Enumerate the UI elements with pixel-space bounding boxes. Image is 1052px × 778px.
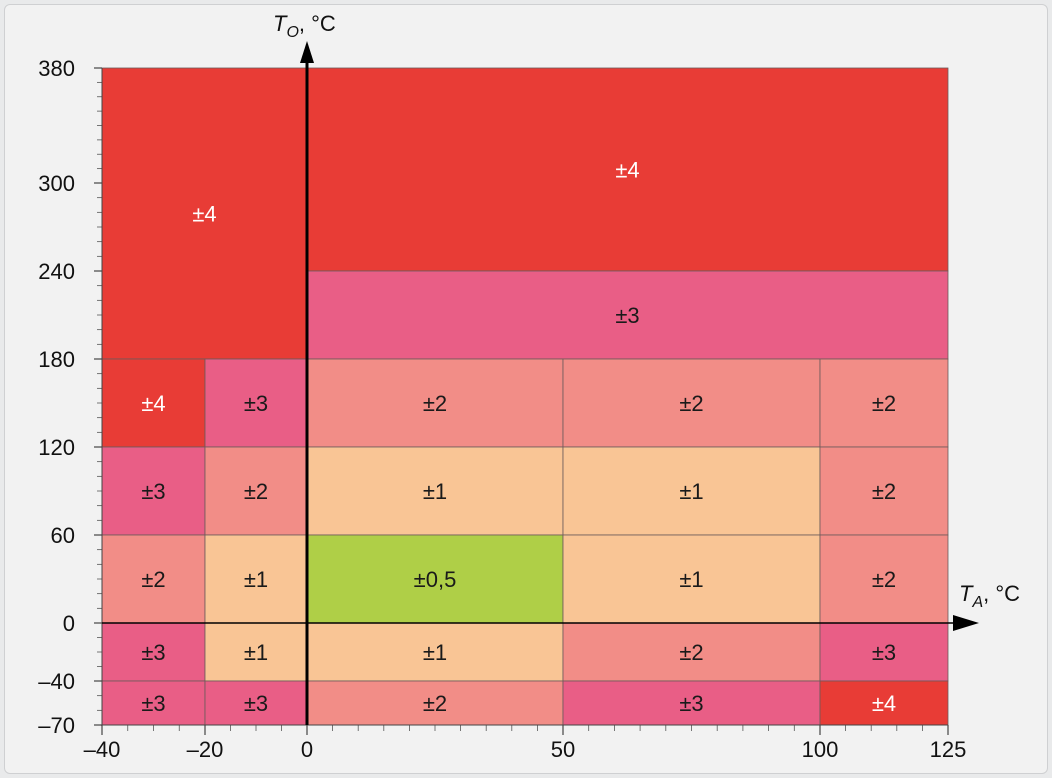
zone-label-12: ±2: [872, 479, 896, 504]
x-axis-title: TA, °C: [959, 581, 1020, 611]
cells-layer: [101, 67, 949, 726]
x-tick-label-0: –40: [84, 737, 121, 762]
y-tick-label-3: 60: [51, 523, 75, 548]
zone-cell-12: [819, 446, 949, 536]
y-tick-label-2: 0: [63, 611, 75, 636]
zone-label-3: ±4: [141, 391, 165, 416]
zone-cell-7: [819, 358, 949, 448]
zone-label-17: ±2: [872, 567, 896, 592]
cell-labels-layer: ±4 ±4 ±3 ±4 ±3 ±2 ±2 ±2 ±3 ±2 ±1 ±1 ±2 ±2 ±1 ±0,5 ±1 ±2 ±3…: [141, 158, 896, 717]
zone-cell-19: [204, 622, 308, 682]
zone-cell-1: [306, 67, 949, 272]
zone-label-27: ±4: [872, 691, 896, 716]
zone-label-19: ±1: [244, 640, 268, 665]
chart-frame: ±4 ±4 ±3 ±4 ±3 ±2 ±2 ±2 ±3 ±2 ±1 ±1 ±2 ±2 ±1 ±0,5 ±1 ±2 ±3…: [4, 4, 1048, 774]
x-minor-ticks: [101, 725, 949, 731]
zone-label-10: ±1: [423, 479, 447, 504]
zone-cell-2: [306, 270, 949, 360]
x-axis-title-subscript: A: [971, 594, 983, 611]
zone-label-1: ±4: [615, 158, 639, 183]
y-axis-title-unit: , °C: [299, 11, 336, 36]
x-tick-labels: –40 –20 0 50 100 125: [84, 725, 967, 762]
x-axis-arrow-icon: [953, 615, 979, 631]
zone-cell-27: [819, 680, 949, 726]
x-tick-label-2: 0: [301, 737, 313, 762]
x-axis-title-unit: , °C: [983, 581, 1020, 606]
zone-label-16: ±1: [679, 567, 703, 592]
zone-label-11: ±1: [679, 479, 703, 504]
zone-cell-17: [819, 534, 949, 624]
y-tick-label-0: –70: [38, 713, 75, 738]
y-axis-title-subscript: O: [286, 24, 298, 41]
zone-cell-22: [819, 622, 949, 682]
zone-cell-14: [204, 534, 308, 624]
zone-cell-5: [306, 358, 564, 448]
y-axis-arrow-icon: [300, 41, 314, 63]
zone-label-21: ±2: [679, 640, 703, 665]
zone-label-15: ±0,5: [414, 567, 457, 592]
y-tick-label-4: 120: [38, 435, 75, 460]
zone-label-20: ±1: [423, 640, 447, 665]
y-axis-title-symbol: T: [273, 11, 288, 36]
zone-label-14: ±1: [244, 567, 268, 592]
y-tick-label-5: 180: [38, 347, 75, 372]
y-tick-label-6: 240: [38, 259, 75, 284]
zone-cell-9: [204, 446, 308, 536]
zone-cell-18: [101, 622, 206, 682]
y-tick-label-1: –40: [38, 669, 75, 694]
zone-cell-20: [306, 622, 564, 682]
zone-cell-6: [562, 358, 821, 448]
zone-label-24: ±3: [244, 691, 268, 716]
x-tick-label-3: 50: [551, 737, 575, 762]
zone-label-8: ±3: [141, 479, 165, 504]
zone-label-4: ±3: [244, 391, 268, 416]
zone-label-23: ±3: [141, 691, 165, 716]
zone-cell-26: [562, 680, 821, 726]
zone-label-13: ±2: [141, 567, 165, 592]
zone-label-2: ±3: [615, 303, 639, 328]
y-tick-labels: –70 –40 0 60 120 180 240 300 380: [38, 56, 102, 738]
zone-label-22: ±3: [872, 640, 896, 665]
zone-cell-16: [562, 534, 821, 624]
accuracy-zone-chart: ±4 ±4 ±3 ±4 ±3 ±2 ±2 ±2 ±3 ±2 ±1 ±1 ±2 ±2 ±1 ±0,5 ±1 ±2 ±3…: [38, 11, 1020, 762]
x-axis-title-symbol: T: [959, 581, 974, 606]
zone-label-25: ±2: [423, 691, 447, 716]
zone-cell-0: [101, 67, 308, 360]
zone-label-26: ±3: [679, 691, 703, 716]
y-tick-label-7: 300: [38, 171, 75, 196]
zone-label-7: ±2: [872, 391, 896, 416]
zone-cell-24: [204, 680, 308, 726]
x-tick-label-1: –20: [187, 737, 224, 762]
x-tick-label-5: 125: [930, 737, 967, 762]
zone-cell-11: [562, 446, 821, 536]
zone-label-5: ±2: [423, 391, 447, 416]
zone-label-6: ±2: [679, 391, 703, 416]
zone-label-18: ±3: [141, 640, 165, 665]
zone-cell-3: [101, 358, 206, 448]
y-minor-ticks: [97, 67, 102, 726]
zone-cell-13: [101, 534, 206, 624]
y-tick-label-8: 380: [38, 56, 75, 81]
zone-label-0: ±4: [192, 202, 216, 227]
x-tick-label-4: 100: [802, 737, 839, 762]
zone-label-9: ±2: [244, 479, 268, 504]
y-axis-title: TO, °C: [273, 11, 336, 41]
zone-cell-4: [204, 358, 308, 448]
